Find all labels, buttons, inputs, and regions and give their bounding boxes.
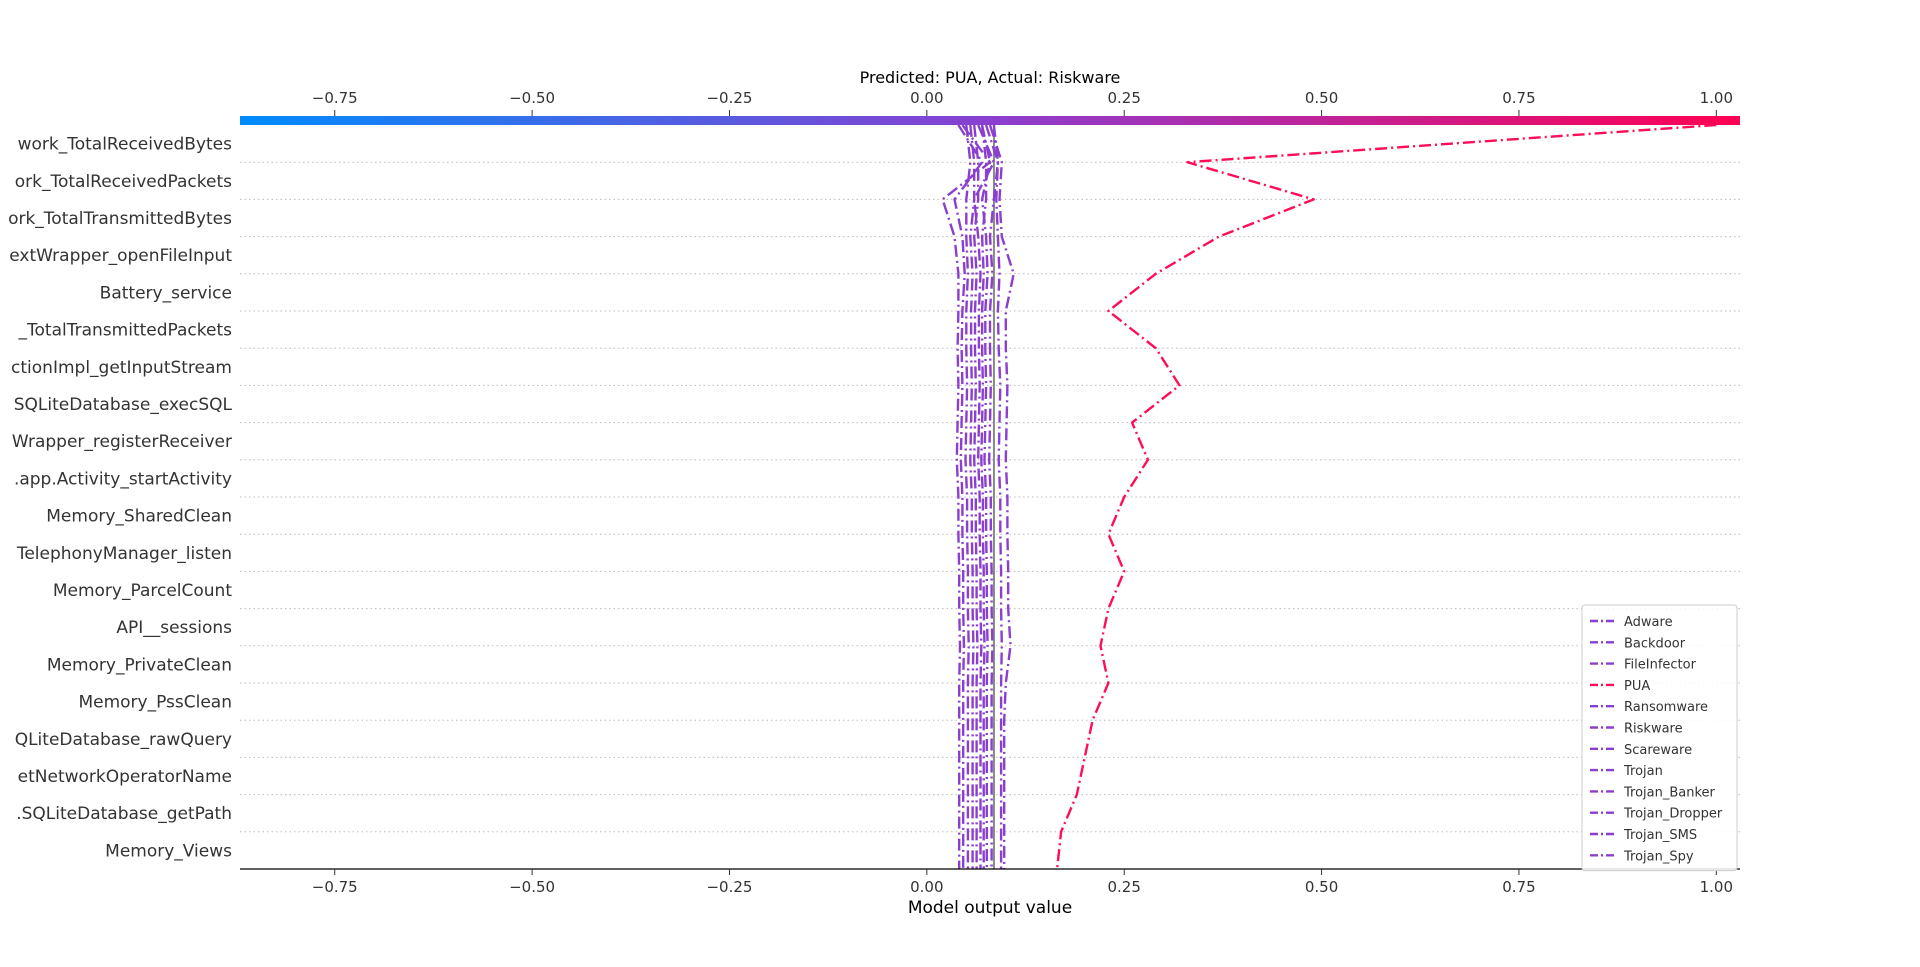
feature-label: .SQLiteDatabase_getPath — [16, 804, 232, 824]
feature-label: ctionImpl_getInputStream — [11, 358, 232, 378]
feature-label: etNetworkOperatorName — [18, 767, 232, 787]
feature-label: TelephonyManager_listen — [16, 544, 232, 564]
series-line-fileinfector — [980, 124, 988, 869]
top-tick-label: −0.75 — [312, 89, 358, 107]
series-line-trojan-sms — [992, 124, 1003, 869]
feature-labels: work_TotalReceivedBytes ork_TotalReceived… — [8, 135, 232, 862]
feature-label: SQLiteDatabase_execSQL — [14, 395, 233, 415]
bottom-tick-label: 0.50 — [1305, 878, 1338, 896]
feature-label: Memory_SharedClean — [46, 507, 232, 527]
feature-label: ork_TotalTransmittedBytes — [8, 209, 232, 229]
legend-label: Riskware — [1624, 722, 1683, 737]
legend-label: PUA — [1624, 679, 1650, 694]
series-line-trojan — [973, 124, 996, 869]
bottom-tick-label: −0.50 — [509, 878, 555, 896]
series-line-ransomware — [953, 124, 984, 869]
feature-label: Battery_service — [100, 283, 232, 303]
series-line-adware — [969, 124, 976, 869]
bottom-tick-label: 0.75 — [1502, 878, 1535, 896]
legend-label: Trojan_Banker — [1623, 785, 1716, 800]
legend-label: Trojan — [1623, 764, 1663, 779]
chart-title: Predicted: PUA, Actual: Riskware — [860, 68, 1121, 87]
legend-label: Ransomware — [1624, 700, 1708, 715]
legend-label: Trojan_SMS — [1623, 828, 1697, 843]
top-axis: −0.75 −0.50 −0.25 0.00 0.25 0.50 0.75 1.00 — [312, 89, 1733, 116]
feature-label: Memory_PrivateClean — [47, 655, 232, 675]
legend-label: Adware — [1624, 615, 1673, 630]
series-line-trojan-spy — [980, 124, 992, 869]
series-line-pua — [1055, 123, 1717, 870]
legend: Adware Backdoor FileInfector PUA Ransomware R… — [1581, 604, 1738, 872]
x-axis-label: Model output value — [908, 898, 1072, 918]
legend-label: Backdoor — [1624, 636, 1686, 651]
series-line-backdoor — [973, 124, 980, 869]
feature-label: Memory_ParcelCount — [53, 581, 233, 601]
legend-label: Trojan_Dropper — [1623, 807, 1723, 822]
series-line-trojan-banker — [964, 124, 972, 869]
legend-label: Trojan_Spy — [1623, 849, 1694, 864]
feature-label: API__sessions — [116, 618, 232, 638]
legend-label: FileInfector — [1624, 658, 1697, 673]
bottom-tick-label: −0.25 — [706, 878, 752, 896]
feature-label: QLiteDatabase_rawQuery — [15, 730, 232, 750]
feature-label: ork_TotalReceivedPackets — [15, 172, 232, 192]
top-tick-label: −0.50 — [509, 89, 555, 107]
bottom-tick-label: −0.75 — [312, 878, 358, 896]
feature-label: extWrapper_openFileInput — [9, 246, 232, 266]
feature-label: .app.Activity_startActivity — [14, 469, 232, 489]
feature-label: _TotalTransmittedPackets — [18, 321, 233, 341]
legend-label: Scareware — [1624, 743, 1692, 758]
top-tick-label: 1.00 — [1700, 89, 1733, 107]
bottom-tick-label: 1.00 — [1700, 878, 1733, 896]
bottom-tick-label: 0.00 — [910, 878, 943, 896]
feature-label: work_TotalReceivedBytes — [18, 135, 233, 155]
series-lines — [941, 123, 1717, 870]
top-tick-label: 0.50 — [1305, 89, 1338, 107]
bottom-tick-label: 0.25 — [1108, 878, 1141, 896]
feature-label: Memory_PssClean — [78, 693, 232, 713]
top-tick-label: −0.25 — [706, 89, 752, 107]
top-tick-label: 0.25 — [1108, 89, 1141, 107]
series-line-riskware — [988, 124, 1015, 869]
colorbar — [240, 116, 1740, 125]
series-line-scareware — [941, 124, 992, 869]
legend-box — [1581, 604, 1738, 872]
series-line-trojan-dropper — [984, 124, 1000, 869]
bottom-axis: −0.75 −0.50 −0.25 0.00 0.25 0.50 0.75 1.00 — [312, 869, 1733, 896]
feature-label: Memory_Views — [105, 841, 232, 861]
top-tick-label: 0.00 — [910, 89, 943, 107]
top-tick-label: 0.75 — [1502, 89, 1535, 107]
feature-label: Wrapper_registerReceiver — [12, 432, 232, 452]
